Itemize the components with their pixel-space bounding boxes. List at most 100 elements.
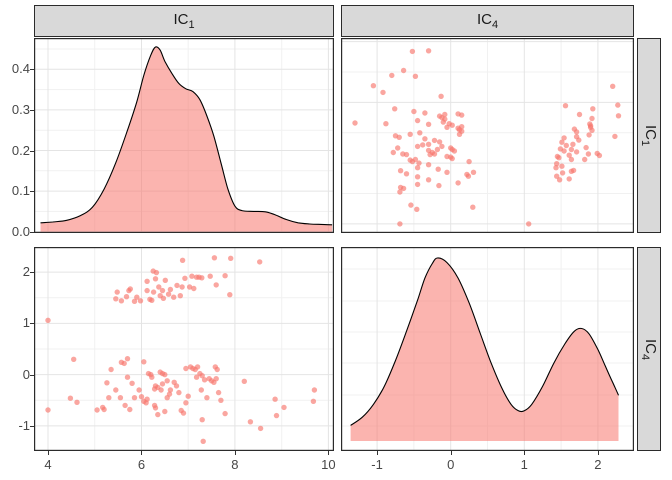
scatter-point (416, 160, 422, 166)
scatter-point (439, 143, 445, 150)
scatter-point (166, 391, 173, 397)
scatter-point (273, 412, 280, 419)
scatter-point (310, 398, 317, 404)
scatter-point (113, 387, 119, 393)
scatter-point (194, 364, 201, 370)
scatter-point (247, 419, 254, 425)
scatter-point (573, 134, 580, 140)
scatter-point (211, 255, 218, 261)
x-axis-tick-label: 2 (594, 457, 602, 472)
panel-scatter-ic1-ic4 (34, 247, 334, 451)
scatter-point (199, 275, 205, 281)
scatter-point (218, 397, 224, 403)
scatter-point (162, 277, 168, 283)
scatter-point (201, 377, 208, 383)
y-axis-tick-label: 0.4 (11, 61, 30, 77)
scatter-point (444, 153, 450, 160)
scatter-point (153, 269, 160, 276)
scatter-point (162, 408, 168, 415)
scatter-point (431, 137, 438, 144)
scatter-point (156, 284, 162, 290)
scatter-point (559, 163, 565, 169)
scatter-point (594, 150, 600, 157)
scatter-point (144, 287, 150, 294)
scatter-point (610, 83, 616, 89)
scatter-point (272, 396, 278, 402)
scatter-point (438, 93, 444, 99)
facet-strip-row-ic4-label: IC4 (639, 338, 660, 360)
scatter-point (586, 132, 592, 138)
y-axis-tick-label: 0 (22, 366, 30, 382)
scatter-point (186, 284, 193, 290)
scatter-point (352, 120, 358, 126)
scatter-point (392, 106, 398, 112)
scatter-point (425, 177, 432, 183)
scatter-point (121, 360, 127, 367)
scatter-point (155, 411, 161, 418)
facet-strip-row-ic1-label: IC1 (639, 124, 660, 147)
y-axis-tick-label: -1 (18, 417, 30, 433)
scatter-point (173, 383, 180, 389)
scatter-point (185, 393, 191, 399)
scatter-point (114, 289, 120, 295)
scatter-point (425, 141, 432, 147)
scatter-point (183, 365, 189, 372)
facet-strip-col-ic4-label: IC4 (476, 10, 499, 31)
scatter-point (162, 371, 168, 378)
scatter-point (311, 387, 318, 393)
scatter-point (470, 204, 476, 210)
scatter-point (553, 165, 559, 171)
scatter-point (425, 121, 432, 128)
x-axis-tick-label: 6 (137, 457, 146, 472)
scatter-point (152, 405, 159, 411)
x-axis-tick-label: 0 (447, 457, 455, 472)
scatter-point (182, 275, 188, 281)
scatter-point (422, 110, 428, 116)
scatter-point (136, 387, 142, 393)
scatter-point (113, 296, 119, 302)
scatter-point (117, 395, 124, 401)
scatter-point (383, 121, 389, 127)
tick-mark (377, 451, 379, 455)
scatter-point (241, 378, 247, 384)
panel-border (341, 247, 634, 451)
x-axis-tick-label: 10 (321, 457, 336, 472)
scatter-point (167, 286, 174, 293)
scatter-point (436, 139, 443, 145)
scatter-point (191, 285, 197, 292)
scatter-point (412, 73, 419, 79)
scatter-point (177, 293, 183, 299)
scatter-point (414, 143, 421, 150)
scatter-point (129, 380, 135, 386)
x-axis-tick-label: 1 (520, 457, 528, 472)
scatter-point (612, 133, 618, 140)
x-axis-tick-label: -1 (371, 457, 383, 472)
scatter-point (141, 359, 147, 365)
scatter-point (160, 295, 167, 301)
scatter-point (615, 113, 622, 119)
scatter-point (189, 273, 195, 279)
scatter-point (106, 395, 112, 401)
scatter-point (122, 402, 128, 409)
tick-mark (597, 451, 599, 455)
scatter-point (466, 158, 472, 165)
y-axis-tick-label: 2 (22, 264, 30, 280)
scatter-point (407, 131, 413, 137)
scatter-point (227, 292, 233, 298)
scatter-point (455, 111, 461, 117)
scatter-point (571, 126, 578, 132)
scatter-point (570, 167, 577, 174)
scatter-point (444, 169, 450, 175)
scatter-point (448, 145, 454, 151)
scatter-point (380, 89, 386, 96)
scatter-point (583, 144, 589, 151)
scatter-point (570, 141, 576, 147)
tick-mark (450, 451, 452, 455)
density-curve (350, 257, 620, 426)
scatter-point (131, 298, 138, 304)
scatter-point (554, 173, 560, 179)
scatter-point (557, 146, 564, 152)
tick-mark (30, 109, 34, 111)
scatter-point (425, 147, 432, 154)
